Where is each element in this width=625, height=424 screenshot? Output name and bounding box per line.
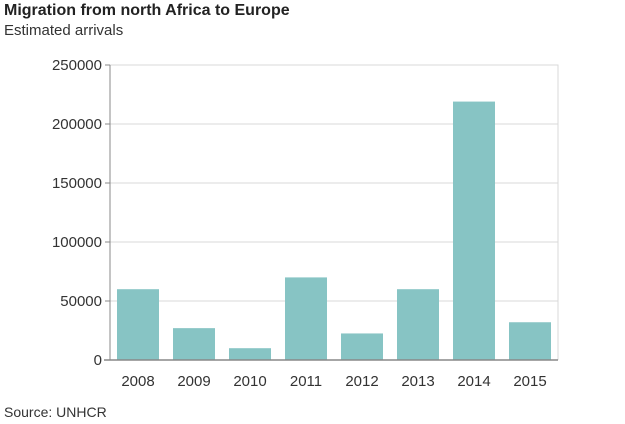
x-tick-label: 2014 xyxy=(457,373,490,390)
bar-2014 xyxy=(453,101,495,360)
bar-2009 xyxy=(173,328,215,360)
x-tick-label: 2009 xyxy=(177,373,210,390)
y-tick-label: 50000 xyxy=(60,293,102,310)
chart-title: Migration from north Africa to Europe xyxy=(4,2,290,19)
y-tick-label: 250000 xyxy=(52,57,102,74)
axes xyxy=(104,64,558,361)
bar-2008 xyxy=(117,289,159,360)
bar-2010 xyxy=(229,348,271,360)
bar-2011 xyxy=(285,277,327,360)
x-tick-label: 2012 xyxy=(345,373,378,390)
y-tick-label: 150000 xyxy=(52,175,102,192)
y-tick-label: 200000 xyxy=(52,116,102,133)
bar-2013 xyxy=(397,289,439,360)
bar-2012 xyxy=(341,333,383,360)
bars xyxy=(117,101,551,360)
y-tick-label: 100000 xyxy=(52,234,102,251)
x-tick-label: 2010 xyxy=(233,373,266,390)
y-tick-label: 0 xyxy=(94,352,102,369)
x-tick-label: 2015 xyxy=(513,373,546,390)
plot-frame xyxy=(110,64,559,360)
y-tick-labels: 0 50000 100000 150000 200000 250000 xyxy=(52,57,102,369)
bar-2015 xyxy=(509,322,551,360)
chart-subtitle: Estimated arrivals xyxy=(4,22,124,39)
x-tick-label: 2008 xyxy=(121,373,154,390)
x-tick-label: 2013 xyxy=(401,373,434,390)
chart-source: Source: UNHCR xyxy=(4,404,107,420)
x-tick-label: 2011 xyxy=(290,373,322,390)
x-tick-labels: 2008 2009 2010 2011 2012 2013 2014 2015 xyxy=(121,373,546,390)
